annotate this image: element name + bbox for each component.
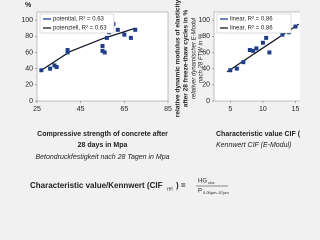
formula-sub: rel [167, 186, 173, 192]
formula-lead: Characteristic value/Kennwert (CIF [30, 181, 163, 190]
formula-den: P [198, 189, 202, 195]
point [247, 48, 252, 53]
point [133, 27, 138, 32]
y-tick-label: 80 [25, 33, 33, 40]
x-tick-label: 45 [77, 106, 85, 113]
legend-label: linear, R² = 0.86 [230, 26, 273, 32]
y-axis-title: relative dynamic modulus of elasticity [175, 0, 182, 117]
point [251, 48, 256, 53]
y-axis-title: after 28 freeze-thaw cycles in % [183, 10, 190, 108]
formula-num: HG [198, 179, 207, 185]
y-tick-label: 100 [21, 17, 33, 24]
x-axis-title: 28 days in Mpa [78, 142, 128, 149]
point [228, 68, 233, 73]
y-tick-label: 100 [198, 17, 210, 24]
point [39, 68, 44, 73]
legend: potential, R² = 0.63 potenziell, R² = 0.6… [39, 13, 115, 34]
point [293, 24, 298, 29]
y-axis-title: % [25, 2, 32, 9]
point [52, 63, 57, 68]
y-tick-label: 60 [25, 49, 33, 56]
y-tick-label: 20 [202, 82, 210, 89]
point [122, 32, 127, 37]
point [128, 35, 133, 40]
trend-line [41, 27, 136, 71]
x-axis-title-de: Kennwert CIF (E-Modul) [216, 142, 291, 149]
x-tick-label: 65 [120, 106, 128, 113]
formula-den-sub: 0.05µm–57µm [203, 190, 229, 195]
y-tick-label: 0 [29, 98, 33, 105]
y-axis-title-de: nach 28 FTW in % [199, 33, 205, 83]
point [100, 48, 105, 53]
point [254, 46, 259, 51]
point [264, 35, 269, 40]
y-tick-label: 20 [25, 82, 33, 89]
point [260, 40, 265, 45]
formula-eq: ) = [176, 181, 186, 190]
y-tick-label: 0 [206, 98, 210, 105]
y-tick-label: 40 [25, 65, 33, 72]
legend-label: linear, R² = 0.86 [230, 17, 273, 23]
point [241, 60, 246, 65]
formula-num-sub: cha [208, 180, 215, 185]
y-axis-title-de: relativer dynamischer E-Modul [192, 17, 198, 99]
point [48, 66, 53, 71]
x-tick-label: 5 [228, 106, 232, 113]
y-tick-label: 80 [202, 33, 210, 40]
point [104, 35, 109, 40]
point [65, 50, 70, 55]
x-axis-title-de: Betondruckfestigkeit nach 28 Tagen in Mp… [36, 154, 170, 161]
point [280, 32, 285, 37]
legend-box [39, 13, 115, 34]
x-tick-label: 85 [164, 106, 172, 113]
figure: Characteristic value/Kennwert (CIF rel )… [21, 0, 300, 195]
x-tick-label: 15 [292, 106, 300, 113]
legend-box [216, 13, 292, 34]
point [115, 27, 120, 32]
x-axis-title: Compressive strength of concrete after [37, 131, 168, 138]
point [102, 50, 107, 55]
formula: Characteristic value/Kennwert (CIF rel )… [30, 179, 229, 195]
point [54, 65, 59, 70]
point [100, 43, 105, 48]
x-tick-label: 25 [33, 106, 41, 113]
point [234, 66, 239, 71]
legend: linear, R² = 0.86 linear, R² = 0.86 [216, 13, 292, 34]
y-tick-label: 40 [202, 65, 210, 72]
point [65, 48, 70, 53]
x-axis-title: Characteristic value CIF (E-Modul) [216, 131, 300, 138]
legend-label: potenziell, R² = 0.63 [53, 26, 107, 32]
x-tick-label: 10 [259, 106, 267, 113]
point [267, 50, 272, 55]
y-tick-label: 60 [202, 49, 210, 56]
legend-label: potential, R² = 0.63 [53, 17, 105, 23]
